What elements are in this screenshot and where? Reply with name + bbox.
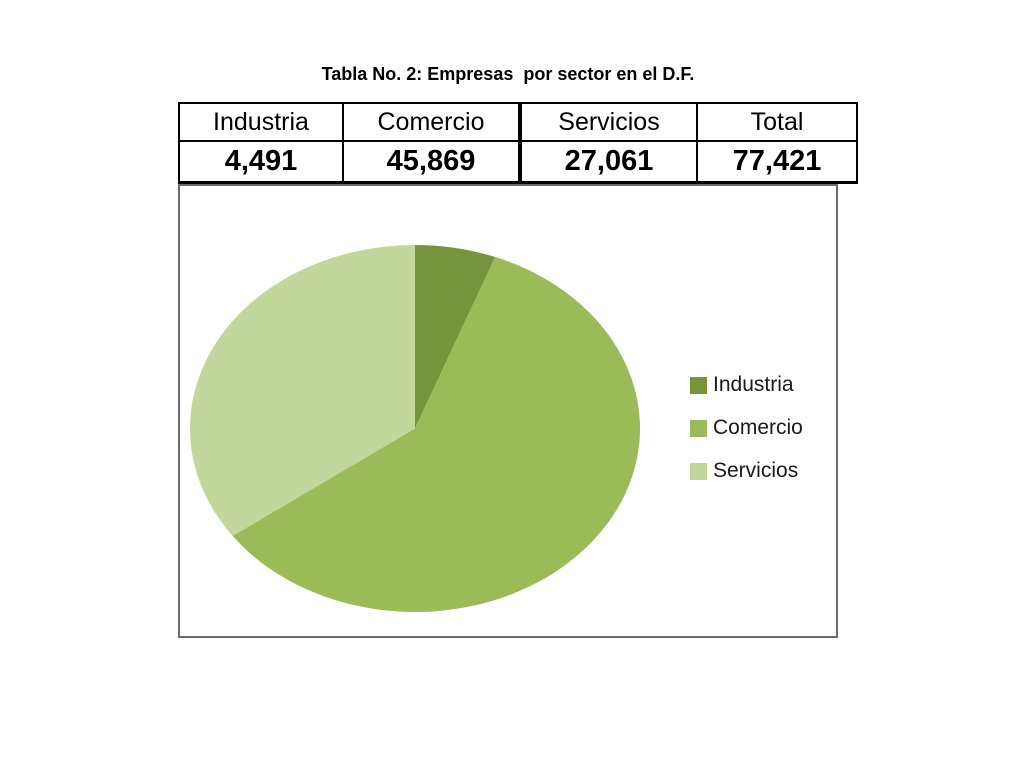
table-header-comercio: Comercio xyxy=(342,102,521,142)
legend-label-industria: Industria xyxy=(713,373,794,396)
legend-swatch-servicios-icon xyxy=(690,462,707,480)
legend-swatch-industria-icon xyxy=(690,376,707,394)
pie-slice-comercio xyxy=(232,257,641,613)
legend-item-industria: Industria xyxy=(690,373,803,396)
table-header-industria: Industria xyxy=(178,102,344,142)
pie-chart xyxy=(190,244,641,613)
table-value-industria: 4,491 xyxy=(178,140,344,184)
pie-slice-servicios xyxy=(190,244,415,536)
table-value-total: 77,421 xyxy=(696,140,858,184)
sector-data-table: Industria Comercio Servicios Total 4,491… xyxy=(178,102,858,184)
table-value-row: 4,491 45,869 27,061 77,421 xyxy=(178,140,858,184)
table-header-total: Total xyxy=(696,102,858,142)
legend-swatch-comercio-icon xyxy=(690,419,707,437)
legend-item-comercio: Comercio xyxy=(690,416,803,439)
chart-legend: Industria Comercio Servicios xyxy=(690,373,803,505)
legend-label-comercio: Comercio xyxy=(713,416,803,439)
table-value-servicios: 27,061 xyxy=(518,140,698,184)
pie-chart-plot-area xyxy=(178,184,838,638)
table-value-comercio: 45,869 xyxy=(342,140,521,184)
table-header-servicios: Servicios xyxy=(518,102,698,142)
legend-item-servicios: Servicios xyxy=(690,459,803,482)
chart-title: Tabla No. 2: Empresas por sector en el D… xyxy=(321,64,695,84)
pie-slice-industria xyxy=(415,244,496,429)
pie-group xyxy=(190,244,641,613)
table-header-row: Industria Comercio Servicios Total xyxy=(178,102,858,142)
legend-label-servicios: Servicios xyxy=(713,459,799,482)
